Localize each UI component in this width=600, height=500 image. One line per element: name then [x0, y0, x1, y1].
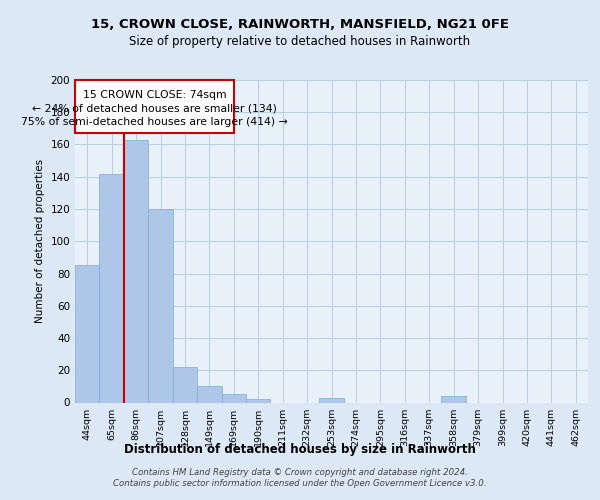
Bar [319, 398, 344, 402]
Text: ← 24% of detached houses are smaller (134): ← 24% of detached houses are smaller (13… [32, 103, 277, 113]
Bar [173, 367, 197, 402]
Bar [442, 396, 466, 402]
Text: 15, CROWN CLOSE, RAINWORTH, MANSFIELD, NG21 0FE: 15, CROWN CLOSE, RAINWORTH, MANSFIELD, N… [91, 18, 509, 30]
Bar [75, 80, 234, 133]
Bar [246, 400, 271, 402]
Bar [124, 140, 148, 402]
Text: Size of property relative to detached houses in Rainworth: Size of property relative to detached ho… [130, 35, 470, 48]
Text: 75% of semi-detached houses are larger (414) →: 75% of semi-detached houses are larger (… [21, 116, 288, 126]
Bar [221, 394, 246, 402]
Text: Contains HM Land Registry data © Crown copyright and database right 2024.
Contai: Contains HM Land Registry data © Crown c… [113, 468, 487, 487]
Bar [197, 386, 221, 402]
Text: Distribution of detached houses by size in Rainworth: Distribution of detached houses by size … [124, 442, 476, 456]
Bar [148, 209, 173, 402]
Bar [100, 174, 124, 402]
Bar [75, 266, 100, 402]
Text: 15 CROWN CLOSE: 74sqm: 15 CROWN CLOSE: 74sqm [83, 90, 226, 100]
Y-axis label: Number of detached properties: Number of detached properties [35, 159, 45, 324]
